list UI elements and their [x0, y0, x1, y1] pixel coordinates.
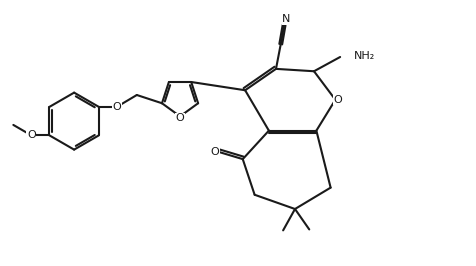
Text: O: O: [27, 130, 36, 140]
Text: O: O: [112, 102, 121, 112]
Text: O: O: [176, 113, 184, 123]
Text: O: O: [211, 147, 219, 157]
Text: N: N: [282, 14, 291, 24]
Text: NH₂: NH₂: [353, 51, 375, 61]
Text: O: O: [333, 95, 342, 105]
